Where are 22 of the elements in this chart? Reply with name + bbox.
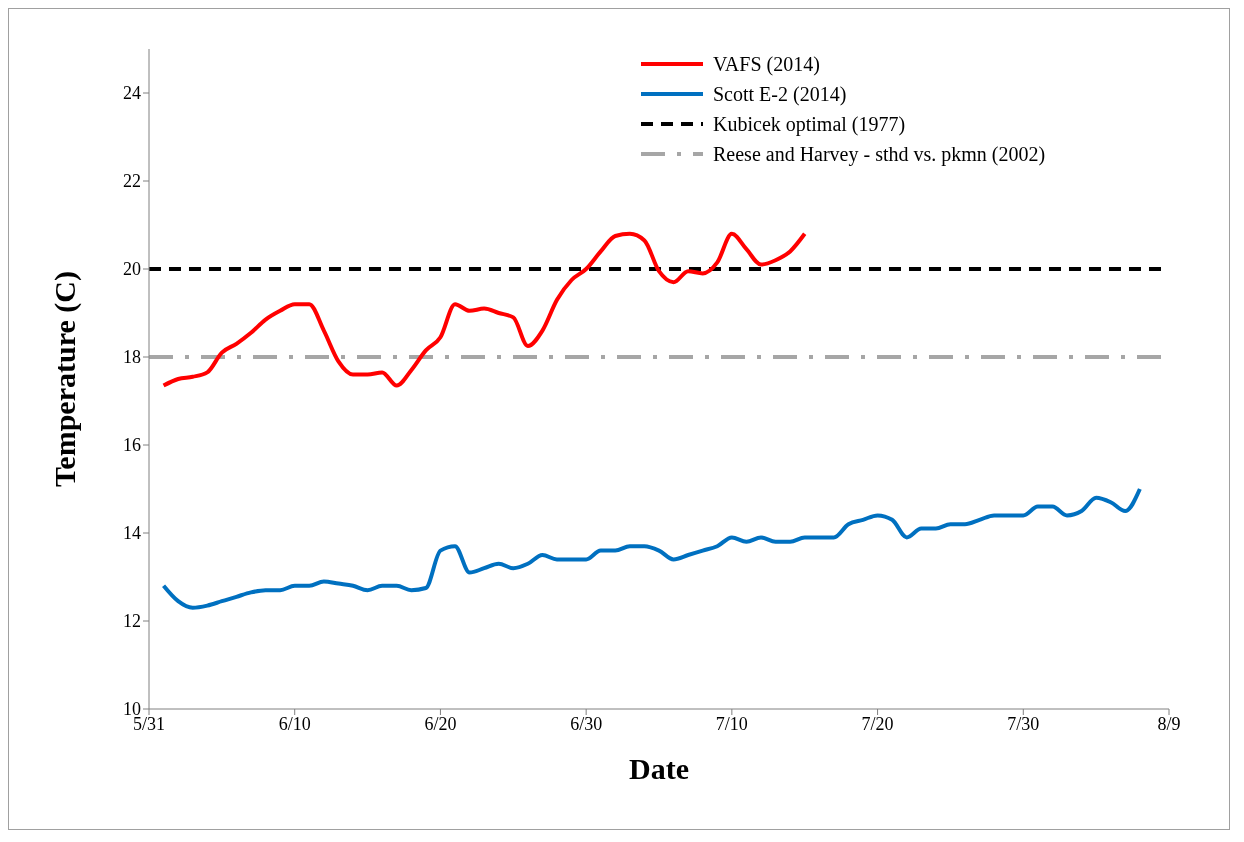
legend-label: Reese and Harvey - sthd vs. pkmn (2002) bbox=[713, 142, 1046, 168]
y-tick-label: 14 bbox=[123, 523, 141, 544]
x-tick-label: 6/30 bbox=[570, 713, 603, 734]
y-tick-label: 22 bbox=[123, 171, 141, 192]
legend-label: Scott E-2 (2014) bbox=[713, 82, 847, 108]
y-tick-label: 20 bbox=[123, 259, 141, 280]
x-tick-label: 7/10 bbox=[715, 713, 748, 734]
x-axis-title: Date bbox=[629, 752, 689, 785]
y-tick-label: 18 bbox=[123, 347, 141, 368]
y-axis-title: Temperature (C) bbox=[47, 271, 82, 487]
legend-label: Kubicek optimal (1977) bbox=[713, 112, 906, 138]
x-tick-label: 7/30 bbox=[1007, 713, 1040, 734]
y-tick-label: 24 bbox=[123, 83, 141, 104]
legend-label: VAFS (2014) bbox=[713, 52, 820, 78]
line-series bbox=[161, 487, 1142, 610]
line-series bbox=[161, 231, 807, 388]
x-tick-label: 6/10 bbox=[278, 713, 311, 734]
x-tick-label: 8/9 bbox=[1157, 713, 1181, 734]
x-tick-label: 6/20 bbox=[424, 713, 457, 734]
y-tick-label: 12 bbox=[123, 611, 141, 632]
x-tick-label: 7/20 bbox=[861, 713, 894, 734]
y-tick-label: 16 bbox=[123, 435, 141, 456]
